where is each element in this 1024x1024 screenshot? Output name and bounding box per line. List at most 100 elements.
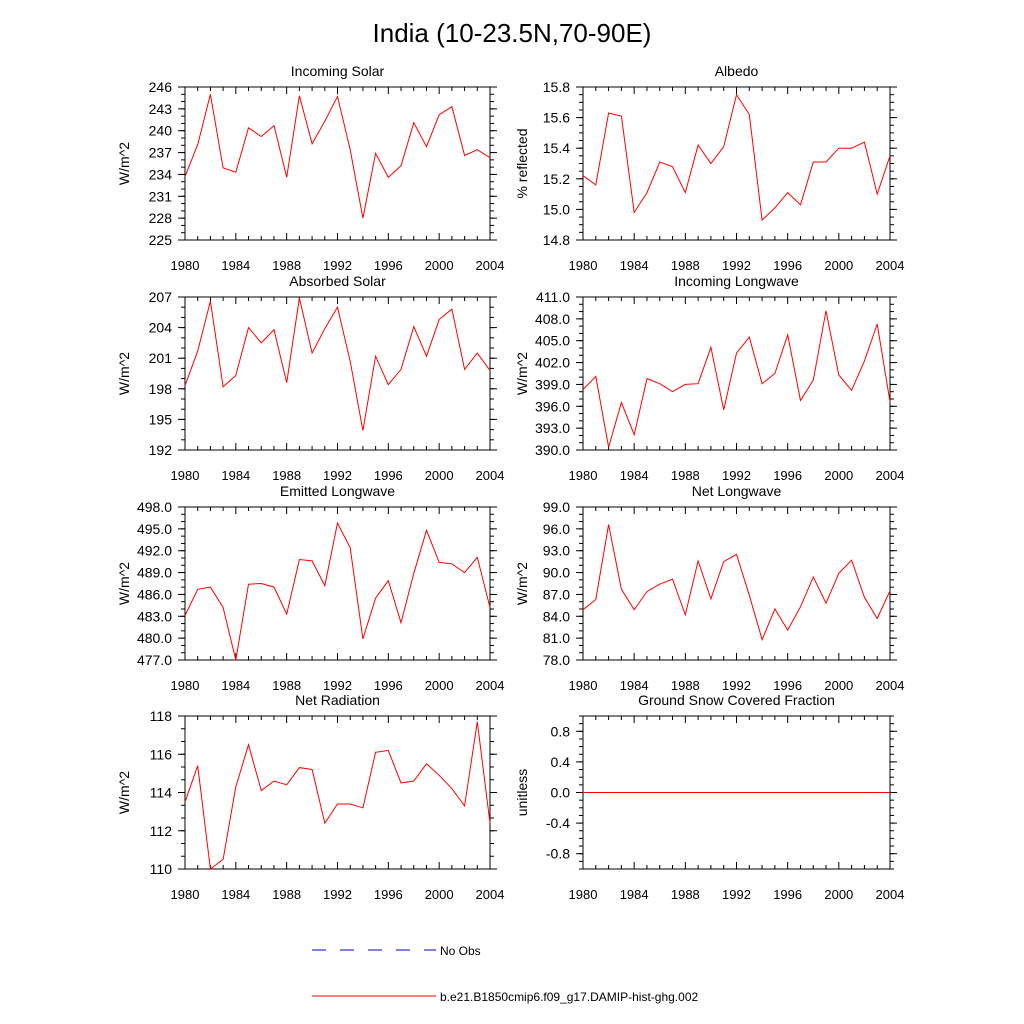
y-tick-label: 495.0 xyxy=(137,521,172,537)
x-tick-label: 1988 xyxy=(272,678,301,693)
x-tick-label: 1988 xyxy=(671,887,700,902)
x-tick-label: 2000 xyxy=(425,258,454,273)
x-tick-label: 1984 xyxy=(221,468,250,483)
x-tick-label: 2000 xyxy=(824,678,853,693)
x-tick-label: 2004 xyxy=(876,678,905,693)
x-tick-label: 2000 xyxy=(824,258,853,273)
panel-title: Ground Snow Covered Fraction xyxy=(638,692,835,708)
y-tick-label: 489.0 xyxy=(137,565,172,581)
panel-6: Net Radiation W/m^2 1980 1984 1988 1992 1996 20… xyxy=(116,692,504,902)
x-tick-label: 2000 xyxy=(824,468,853,483)
x-tick-label: 1980 xyxy=(569,887,598,902)
legend: No Obs b.e21.B1850cmip6.f09_g17.DAMIP-hi… xyxy=(312,944,698,1004)
x-tick-label: 2004 xyxy=(476,678,505,693)
plot-frame xyxy=(582,86,891,241)
plot-frame xyxy=(184,296,491,451)
y-tick-label: 402.0 xyxy=(535,355,570,371)
plot-frame xyxy=(184,86,491,241)
panel-1: Albedo % reflected 1980 1984 1988 1992 1996 200… xyxy=(514,63,904,273)
x-tick-label: 1980 xyxy=(569,468,598,483)
y-axis-label: % reflected xyxy=(514,128,530,198)
x-tick-label: 1996 xyxy=(374,678,403,693)
panel-title: Absorbed Solar xyxy=(289,273,386,289)
y-tick-label: 237 xyxy=(149,145,173,161)
y-tick-label: 498.0 xyxy=(137,499,172,515)
y-tick-label: 81.0 xyxy=(543,630,570,646)
y-tick-label: 87.0 xyxy=(543,586,570,602)
y-tick-label: 114 xyxy=(150,785,173,801)
series-line xyxy=(582,524,891,642)
y-tick-label: 480.0 xyxy=(137,630,172,646)
y-tick-label: 243 xyxy=(149,101,173,117)
y-tick-label: 477.0 xyxy=(137,652,172,668)
y-axis-label: W/m^2 xyxy=(116,142,132,185)
y-tick-label: 15.8 xyxy=(543,79,570,95)
y-tick-label: 231 xyxy=(149,188,173,204)
y-tick-label: 246 xyxy=(149,79,173,95)
y-axis-label: W/m^2 xyxy=(514,562,530,605)
y-tick-label: -0.8 xyxy=(546,846,570,862)
x-tick-label: 1984 xyxy=(221,258,250,273)
x-tick-label: 1984 xyxy=(620,258,649,273)
panel-title: Net Radiation xyxy=(295,692,380,708)
y-axis-label: W/m^2 xyxy=(514,352,530,395)
series-line xyxy=(184,521,491,661)
x-tick-label: 1996 xyxy=(374,258,403,273)
series-line xyxy=(582,93,891,222)
panel-3: Incoming Longwave W/m^2 1980 1984 1988 1992 19… xyxy=(514,273,904,483)
y-tick-label: 93.0 xyxy=(543,543,570,559)
y-axis-label: W/m^2 xyxy=(116,771,132,814)
y-tick-label: 96.0 xyxy=(543,521,570,537)
x-tick-label: 1992 xyxy=(323,468,352,483)
y-tick-label: 201 xyxy=(149,350,173,366)
x-tick-label: 1984 xyxy=(221,887,250,902)
y-axis-label: W/m^2 xyxy=(116,562,132,605)
x-tick-label: 1984 xyxy=(221,678,250,693)
y-tick-label: 14.8 xyxy=(543,232,570,248)
plot-frame xyxy=(582,506,891,661)
y-tick-label: -0.4 xyxy=(546,815,570,831)
x-tick-label: 1988 xyxy=(671,678,700,693)
y-tick-label: 15.6 xyxy=(543,110,570,126)
y-tick-label: 15.4 xyxy=(543,140,570,156)
x-tick-label: 1992 xyxy=(722,678,751,693)
legend-label-no-obs: No Obs xyxy=(440,944,481,958)
x-tick-label: 1996 xyxy=(374,887,403,902)
x-tick-label: 2000 xyxy=(425,678,454,693)
series-line xyxy=(184,94,491,219)
y-tick-label: 112 xyxy=(150,823,173,839)
panel-2: Absorbed Solar W/m^2 1980 1984 1988 1992 1996 2… xyxy=(116,273,504,483)
x-tick-label: 1984 xyxy=(620,468,649,483)
x-tick-label: 1984 xyxy=(620,887,649,902)
series-line xyxy=(184,721,491,870)
y-tick-label: 118 xyxy=(150,708,173,724)
panel-4: Emitted Longwave W/m^2 1980 1984 1988 1992 199… xyxy=(116,483,504,693)
y-tick-label: 240 xyxy=(149,123,173,139)
y-tick-label: 15.0 xyxy=(543,201,570,217)
x-tick-label: 1980 xyxy=(569,678,598,693)
x-tick-label: 1996 xyxy=(773,468,802,483)
x-tick-label: 1992 xyxy=(323,887,352,902)
y-tick-label: 99.0 xyxy=(543,499,570,515)
panel-title: Emitted Longwave xyxy=(280,483,395,499)
x-tick-label: 1992 xyxy=(722,468,751,483)
y-tick-label: 0.4 xyxy=(551,754,571,770)
x-tick-label: 2004 xyxy=(476,468,505,483)
y-tick-label: 116 xyxy=(150,746,173,762)
x-tick-label: 1992 xyxy=(722,887,751,902)
panel-title: Incoming Solar xyxy=(291,63,385,79)
series-line xyxy=(184,297,491,431)
panel-title: Net Longwave xyxy=(692,483,782,499)
y-tick-label: 192 xyxy=(149,442,173,458)
x-tick-label: 1992 xyxy=(323,258,352,273)
y-tick-label: 390.0 xyxy=(535,442,570,458)
y-tick-label: 90.0 xyxy=(543,565,570,581)
legend-label-model: b.e21.B1850cmip6.f09_g17.DAMIP-hist-ghg.… xyxy=(440,990,698,1004)
x-tick-label: 1988 xyxy=(272,468,301,483)
x-tick-label: 1992 xyxy=(323,678,352,693)
x-tick-label: 1980 xyxy=(171,258,200,273)
y-tick-label: 110 xyxy=(150,861,173,877)
panel-title: Albedo xyxy=(715,63,759,79)
y-tick-label: 225 xyxy=(149,232,173,248)
y-tick-label: 84.0 xyxy=(543,608,570,624)
